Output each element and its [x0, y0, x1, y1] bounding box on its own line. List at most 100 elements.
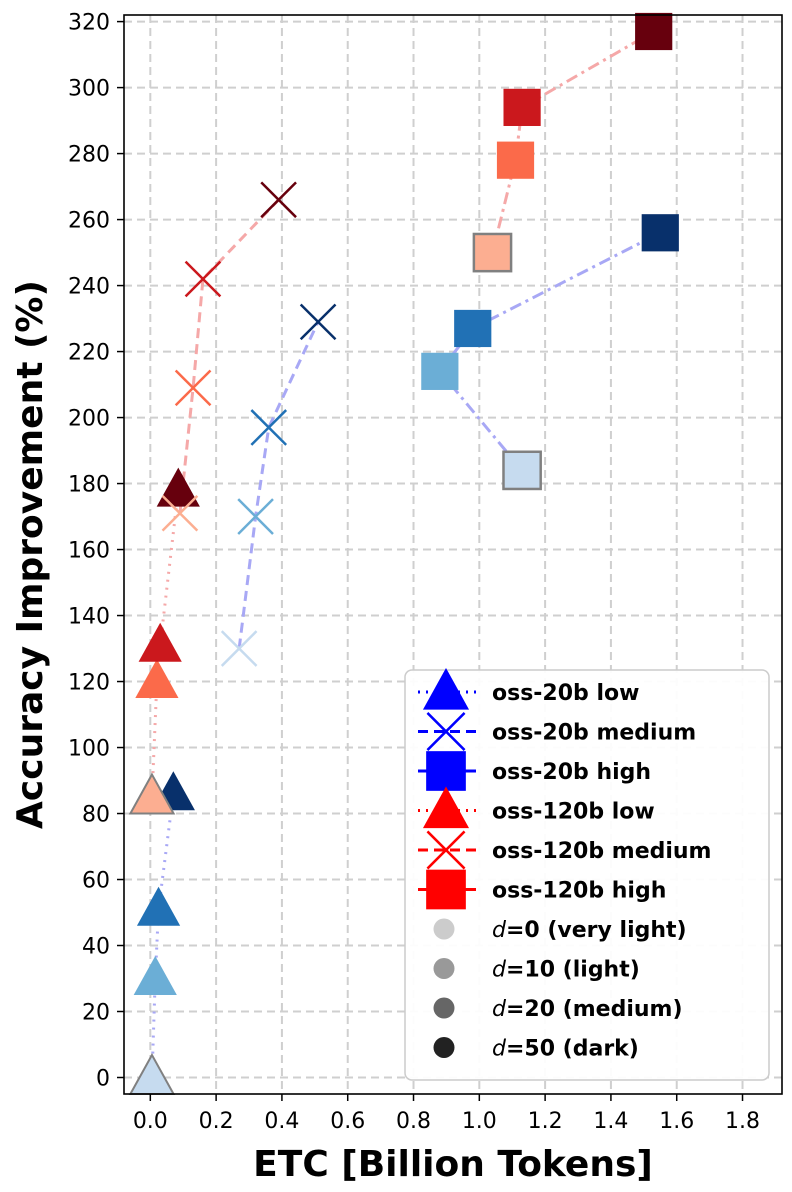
- y-tick-label: 300: [68, 77, 110, 102]
- legend-label: d=10 (light): [492, 958, 640, 983]
- legend-text-rest: =50 (dark): [506, 1037, 639, 1062]
- y-tick-label: 320: [68, 11, 110, 36]
- legend-shade-dot: [433, 1037, 455, 1058]
- x-marker-stroke: [184, 260, 222, 298]
- x-tick-label: 1.6: [659, 1109, 694, 1134]
- y-tick-label: 240: [68, 275, 110, 300]
- x-tick-label: 0.0: [133, 1109, 168, 1134]
- y-tick-label: 0: [96, 1067, 110, 1092]
- legend-label: oss-20b low: [492, 681, 639, 706]
- y-tick-label: 260: [68, 209, 110, 234]
- x-tick-label: 0.4: [264, 1109, 299, 1134]
- data-point: [502, 450, 542, 491]
- y-tick-label: 20: [82, 1001, 110, 1026]
- y-tick-label: 220: [68, 341, 110, 366]
- y-tick-label: 100: [68, 737, 110, 762]
- data-point: [496, 141, 535, 179]
- data-point: [184, 260, 222, 298]
- x-marker-stroke: [161, 494, 199, 532]
- legend-label: oss-120b medium: [492, 839, 711, 864]
- series-line: [150, 793, 175, 1078]
- y-tick-label: 280: [68, 143, 110, 168]
- data-point: [454, 309, 492, 348]
- legend-label: oss-20b high: [492, 760, 651, 785]
- x-marker-stroke: [250, 409, 288, 446]
- series-line: [178, 198, 280, 514]
- legend-label: oss-20b medium: [492, 721, 696, 746]
- x-marker-stroke: [174, 369, 212, 407]
- data-point: [174, 369, 212, 407]
- legend-variable: d: [492, 997, 507, 1022]
- data-point: [421, 352, 459, 390]
- y-tick-label: 200: [68, 407, 110, 432]
- x-marker-stroke: [426, 712, 466, 751]
- legend-text-rest: =0 (very light): [506, 918, 687, 943]
- data-point: [133, 956, 177, 996]
- data-point: [138, 622, 182, 662]
- y-tick-label: 180: [68, 473, 110, 498]
- legend-variable: d: [492, 958, 507, 983]
- legend-shade-dot: [433, 918, 455, 940]
- y-axis-label: Accuracy Improvement (%): [10, 280, 51, 829]
- legend-variable: d: [492, 1037, 507, 1062]
- data-point: [472, 232, 513, 273]
- legend-label: d=50 (dark): [492, 1037, 639, 1062]
- legend-variable: d: [492, 918, 507, 943]
- x-tick-label: 0.8: [396, 1109, 431, 1134]
- x-tick-label: 1.4: [593, 1109, 628, 1134]
- x-marker-stroke: [220, 630, 258, 667]
- legend-label: oss-120b high: [492, 879, 666, 904]
- x-tick-label: 1.2: [528, 1109, 563, 1134]
- data-point: [250, 409, 288, 446]
- data-points: [128, 12, 679, 1096]
- y-tick-label: 80: [82, 803, 110, 828]
- x-tick-label: 1.8: [725, 1109, 760, 1134]
- series-line: [437, 231, 661, 472]
- data-point: [135, 659, 179, 699]
- plot-frame: [123, 14, 783, 1095]
- y-tick-label: 120: [68, 671, 110, 696]
- data-point: [641, 214, 679, 252]
- data-point: [156, 467, 200, 507]
- data-point: [161, 494, 199, 532]
- legend-marker: [422, 786, 470, 829]
- legend-label: d=0 (very light): [492, 918, 687, 943]
- legend: oss-20b low oss-20b medium oss-20b high oss…: [404, 668, 770, 1081]
- legend-marker: [426, 830, 466, 870]
- x-marker-stroke: [426, 830, 466, 870]
- series-lines: [150, 30, 661, 1078]
- legend-shade-dot: [433, 997, 455, 1019]
- legend-label: oss-120b low: [492, 800, 655, 825]
- x-tick-label: 1.0: [462, 1109, 497, 1134]
- data-point: [136, 886, 181, 926]
- legend-shade-dot: [433, 958, 455, 979]
- y-tick-label: 160: [68, 539, 110, 564]
- x-marker-stroke: [260, 181, 297, 219]
- data-point: [299, 303, 337, 341]
- data-point: [260, 181, 297, 219]
- data-point: [220, 630, 258, 667]
- legend-box: [404, 669, 770, 1081]
- data-point: [128, 772, 176, 815]
- legend-marker: [426, 751, 466, 791]
- x-tick-label: 0.2: [199, 1109, 234, 1134]
- x-marker-stroke: [299, 303, 337, 341]
- x-marker-stroke: [237, 498, 274, 535]
- legend-marker: [426, 869, 466, 910]
- y-tick-label: 60: [82, 869, 110, 894]
- legend-marker: [426, 712, 466, 751]
- series-line: [237, 321, 320, 649]
- data-point: [128, 1052, 176, 1096]
- axis-ticks: 0.0 0.2 0.4 0.6 0.8 1.0 1.2 1.4 1.6 1.8 0 20 40 60 80 1…: [68, 11, 760, 1134]
- data-point: [237, 498, 274, 535]
- y-tick-label: 40: [82, 935, 110, 960]
- legend-label: d=20 (medium): [492, 997, 683, 1022]
- x-tick-label: 0.6: [330, 1109, 365, 1134]
- legend-text-rest: =20 (medium): [506, 997, 683, 1022]
- y-tick-label: 140: [68, 605, 110, 630]
- data-point: [635, 12, 673, 51]
- x-axis-label: ETC [Billion Tokens]: [253, 1144, 653, 1185]
- legend-marker: [422, 668, 470, 710]
- series-line: [150, 489, 180, 798]
